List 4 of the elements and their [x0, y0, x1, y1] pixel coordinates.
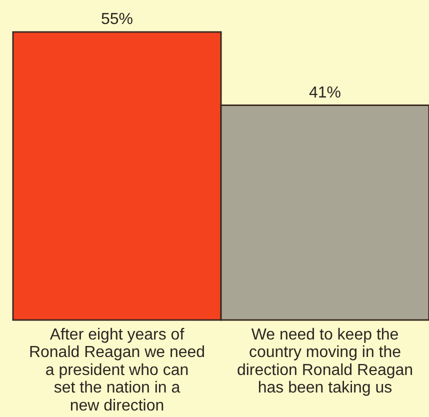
x-tick-label: After eight years of Ronald Reagan we need a president who can set the nation in a new direction: [28, 326, 206, 414]
data-label: 55%: [100, 11, 134, 28]
data-label: 41%: [308, 84, 342, 102]
x-tick-label: We need to keep the country moving in the direction Ronald Reagan has been taking us: [236, 326, 414, 397]
